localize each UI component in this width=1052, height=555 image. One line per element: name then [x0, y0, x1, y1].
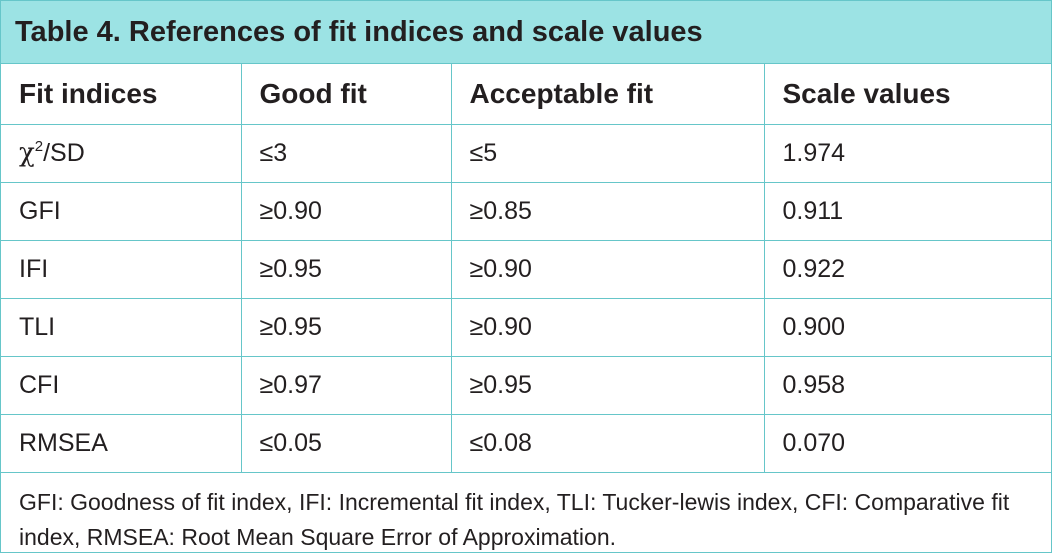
cell-good-fit: ≤3: [241, 124, 452, 183]
table-row: IFI ≥0.95 ≥0.90 0.922: [1, 240, 1051, 299]
table-row: χ2/SD ≤3 ≤5 1.974: [1, 124, 1051, 183]
fit-indices-table: Fit indices Good fit Acceptable fit Scal…: [1, 64, 1051, 473]
table-row: RMSEA ≤0.05 ≤0.08 0.070: [1, 414, 1051, 473]
table-row: TLI ≥0.95 ≥0.90 0.900: [1, 298, 1051, 357]
cell-acceptable-fit: ≥0.90: [451, 240, 765, 299]
table-row: GFI ≥0.90 ≥0.85 0.911: [1, 182, 1051, 241]
cell-good-fit: ≤0.05: [241, 414, 452, 473]
cell-fit-index: RMSEA: [1, 414, 242, 473]
cell-acceptable-fit: ≥0.90: [451, 298, 765, 357]
cell-good-fit: ≥0.95: [241, 240, 452, 299]
cell-fit-index: TLI: [1, 298, 242, 357]
cell-good-fit: ≥0.97: [241, 356, 452, 415]
column-header-fit-indices: Fit indices: [1, 64, 242, 125]
cell-fit-index: CFI: [1, 356, 242, 415]
cell-acceptable-fit: ≤5: [451, 124, 765, 183]
column-header-good-fit: Good fit: [241, 64, 452, 125]
index-suffix: /SD: [43, 139, 85, 167]
column-header-acceptable-fit: Acceptable fit: [451, 64, 765, 125]
chi-symbol: χ: [19, 138, 35, 168]
cell-acceptable-fit: ≤0.08: [451, 414, 765, 473]
cell-scale-value: 0.911: [764, 182, 1051, 241]
table-footnote: GFI: Goodness of fit index, IFI: Increme…: [19, 488, 1010, 550]
cell-good-fit: ≥0.90: [241, 182, 452, 241]
superscript: 2: [34, 138, 44, 155]
cell-fit-index: IFI: [1, 240, 242, 299]
column-header-scale-values: Scale values: [764, 64, 1051, 125]
cell-scale-value: 0.900: [764, 298, 1051, 357]
cell-acceptable-fit: ≥0.85: [451, 182, 765, 241]
cell-fit-index: GFI: [1, 182, 242, 241]
table-title: Table 4. References of fit indices and s…: [1, 1, 1051, 64]
cell-fit-index: χ2/SD: [1, 124, 242, 183]
cell-good-fit: ≥0.95: [241, 298, 452, 357]
table-row: CFI ≥0.97 ≥0.95 0.958: [1, 356, 1051, 415]
cell-scale-value: 1.974: [764, 124, 1051, 183]
cell-scale-value: 0.958: [764, 356, 1051, 415]
table-header-row: Fit indices Good fit Acceptable fit Scal…: [1, 64, 1051, 125]
cell-acceptable-fit: ≥0.95: [451, 356, 765, 415]
cell-scale-value: 0.070: [764, 414, 1051, 473]
cell-scale-value: 0.922: [764, 240, 1051, 299]
